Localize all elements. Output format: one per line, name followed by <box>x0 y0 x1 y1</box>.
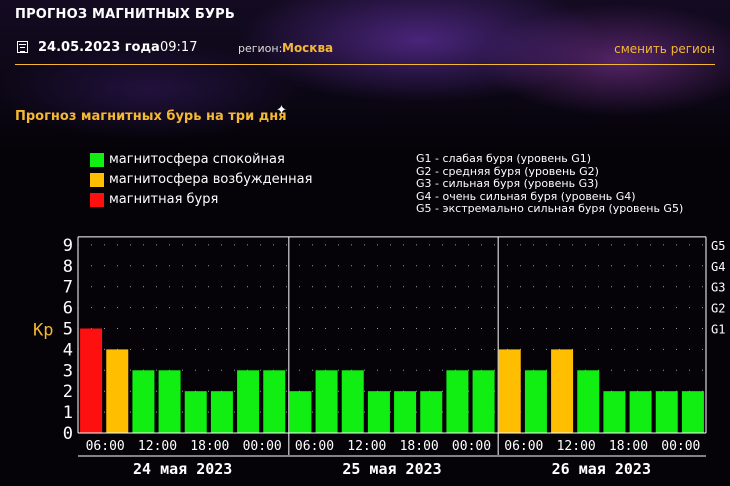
kp-bar <box>655 391 678 433</box>
g-level-label: G3 <box>711 281 725 295</box>
kp-bar <box>158 370 181 433</box>
time-tick-label: 00:00 <box>452 439 491 454</box>
sparkle-icon: ✦ <box>276 103 287 118</box>
y-tick-label: 6 <box>63 299 73 319</box>
kp-bar <box>472 370 495 433</box>
kp-bar <box>629 391 652 433</box>
time-tick-label: 18:00 <box>400 439 439 454</box>
g-level-list: G1 - слабая буря (уровень G1) G2 - средн… <box>416 152 684 216</box>
day-label: 26 мая 2023 <box>552 460 651 478</box>
kp-bar <box>289 391 312 433</box>
y-tick-label: 2 <box>63 382 73 402</box>
kp-bar <box>210 391 233 433</box>
header-background <box>0 0 730 150</box>
kp-bar <box>80 328 103 433</box>
current-time: 09:17 <box>160 40 198 55</box>
time-tick-label: 12:00 <box>347 439 386 454</box>
g-level-item: G3 - сильная буря (уровень G3) <box>416 177 599 190</box>
kp-bar <box>446 370 469 433</box>
kp-bar <box>341 370 364 433</box>
day-label: 24 мая 2023 <box>133 460 232 478</box>
kp-bar <box>524 370 547 433</box>
time-tick-label: 00:00 <box>243 439 282 454</box>
legend-swatch <box>90 173 104 187</box>
legend-label: магнитосфера спокойная <box>109 152 285 167</box>
legend-label: магнитосфера возбужденная <box>109 172 313 187</box>
kp-bar <box>551 349 574 433</box>
change-region-link[interactable]: сменить регион <box>614 42 715 56</box>
calendar-icon <box>17 41 28 53</box>
page-title: ПРОГНОЗ МАГНИТНЫХ БУРЬ <box>15 7 236 22</box>
g-level-item: G2 - средняя буря (уровень G2) <box>416 164 599 178</box>
g-level-item: G5 - экстремально сильная буря (уровень … <box>416 202 684 215</box>
time-tick-label: 06:00 <box>295 439 334 454</box>
y-tick-label: 1 <box>63 403 73 423</box>
y-tick-label: 4 <box>63 340 73 360</box>
time-tick-label: 06:00 <box>504 439 543 454</box>
info-row: 24.05.2023 года 09:17 регион: Москва сме… <box>15 40 715 58</box>
kp-bar <box>237 370 260 433</box>
g-level-label: G1 <box>711 323 725 337</box>
y-tick-label: 8 <box>63 257 73 277</box>
legend-swatch <box>90 193 104 207</box>
kp-bar <box>263 370 286 433</box>
legend-label: магнитная буря <box>109 192 219 207</box>
kp-bar <box>367 391 390 433</box>
kp-bar <box>315 370 338 433</box>
kp-bar <box>681 391 704 433</box>
kp-bar <box>577 370 600 433</box>
kp-bar <box>498 349 521 433</box>
time-tick-label: 00:00 <box>661 439 700 454</box>
kp-bar <box>603 391 626 433</box>
divider <box>15 64 715 65</box>
kp-bar <box>106 349 129 433</box>
y-tick-label: 7 <box>63 278 73 298</box>
time-tick-label: 12:00 <box>557 439 596 454</box>
g-level-label: G2 <box>711 302 725 316</box>
kp-bar <box>394 391 417 433</box>
region-value[interactable]: Москва <box>282 41 334 55</box>
g-level-item: G4 - очень сильная буря (уровень G4) <box>416 189 636 203</box>
y-tick-label: 0 <box>63 424 73 444</box>
g-level-label: G5 <box>711 239 725 253</box>
section-title: Прогноз магнитных бурь на три дня <box>15 109 287 124</box>
time-tick-label: 18:00 <box>609 439 648 454</box>
region-label: регион: <box>238 42 283 55</box>
g-level-label: G4 <box>711 260 725 274</box>
day-label: 25 мая 2023 <box>342 460 441 478</box>
y-axis-label: Kp <box>33 321 53 341</box>
y-tick-label: 3 <box>63 361 73 381</box>
kp-bar <box>132 370 155 433</box>
y-tick-label: 9 <box>63 236 73 256</box>
time-tick-label: 18:00 <box>190 439 229 454</box>
legend-swatch <box>90 153 104 167</box>
y-tick-label: 5 <box>63 320 73 340</box>
time-tick-label: 06:00 <box>86 439 125 454</box>
kp-bar <box>184 391 207 433</box>
current-date: 24.05.2023 года <box>38 40 160 55</box>
g-level-item: G1 - слабая буря (уровень G1) <box>416 152 592 165</box>
time-tick-label: 12:00 <box>138 439 177 454</box>
kp-bar <box>420 391 443 433</box>
